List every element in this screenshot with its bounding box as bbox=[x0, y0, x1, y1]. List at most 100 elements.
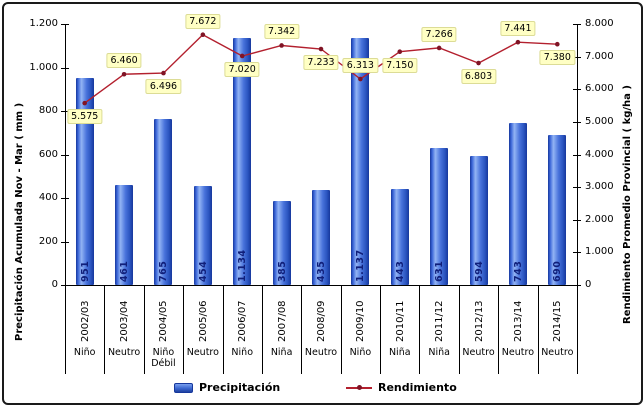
category-year-label: 2014/15 bbox=[552, 300, 564, 342]
category-year-label: 2004/05 bbox=[158, 300, 170, 342]
bar-value-label: 951 bbox=[79, 260, 91, 282]
line-value-label: 6.803 bbox=[460, 69, 497, 85]
bar-value-label: 454 bbox=[197, 260, 209, 282]
bar-value-label: 594 bbox=[473, 260, 485, 282]
bar-value-label: 743 bbox=[512, 260, 524, 282]
category-separator bbox=[104, 286, 106, 374]
legend-item-precipitacion: Precipitación bbox=[174, 381, 280, 394]
category-phase-label: Neutro bbox=[462, 347, 495, 358]
right-axis-tick bbox=[573, 89, 581, 91]
category-separator bbox=[222, 286, 224, 374]
rendimiento-line-icon bbox=[346, 383, 372, 392]
category-separator bbox=[577, 286, 578, 374]
right-axis-tick bbox=[573, 187, 581, 189]
right-axis-tick-label: 8.000 bbox=[585, 18, 614, 29]
category-year-label: 2011/12 bbox=[434, 300, 446, 342]
category-year-label: 2009/10 bbox=[355, 300, 367, 342]
left-axis-tick-label: 1.000 bbox=[29, 61, 58, 73]
rendimiento-marker bbox=[476, 60, 481, 66]
category-year-label: 2007/08 bbox=[276, 300, 288, 342]
right-axis-tick-label: 5.000 bbox=[585, 115, 614, 127]
bar-precipitacion bbox=[312, 190, 330, 285]
legend-label-precipitacion: Precipitación bbox=[199, 381, 281, 394]
category-year-label: 2002/03 bbox=[79, 300, 91, 342]
rendimiento-marker bbox=[279, 43, 284, 48]
bar-precipitacion bbox=[154, 118, 173, 285]
bar-value-label: 690 bbox=[552, 260, 564, 282]
bar-value-label: 443 bbox=[394, 260, 406, 282]
category-separator bbox=[340, 286, 342, 374]
category-phase-label: Neutro bbox=[501, 347, 535, 358]
bar-precipitacion bbox=[508, 123, 527, 285]
line-value-label: 7.380 bbox=[539, 50, 575, 66]
rendimiento-marker bbox=[121, 71, 127, 77]
category-phase-label: Niño Débil bbox=[151, 347, 176, 370]
category-phase-label: Niña bbox=[428, 347, 450, 358]
left-axis-tick bbox=[61, 67, 69, 69]
bar-value-label: 765 bbox=[158, 260, 170, 282]
right-axis-tick-label: 2.000 bbox=[585, 213, 614, 225]
right-axis-tick-label: 7.000 bbox=[585, 50, 614, 62]
left-axis-tick-label: 0 bbox=[51, 279, 58, 290]
legend-item-rendimiento: Rendimiento bbox=[346, 381, 457, 394]
line-value-label: 6.460 bbox=[106, 53, 142, 69]
category-year-label: 2006/07 bbox=[237, 300, 249, 342]
bar-precipitacion bbox=[115, 184, 134, 285]
right-axis-tick bbox=[573, 252, 581, 254]
rendimiento-marker bbox=[555, 41, 560, 47]
category-separator bbox=[537, 286, 539, 374]
line-value-label: 7.233 bbox=[303, 55, 339, 71]
category-year-label: 2003/04 bbox=[119, 300, 131, 342]
line-value-label: 7.150 bbox=[382, 57, 418, 73]
category-separator bbox=[301, 286, 303, 374]
category-phase-label: Neutro bbox=[107, 347, 141, 358]
left-axis-tick-label: 800 bbox=[38, 105, 58, 116]
x-axis-line bbox=[65, 285, 578, 286]
category-phase-label: Neutro bbox=[304, 347, 338, 358]
left-axis-tick bbox=[61, 198, 69, 199]
category-year-label: 2013/14 bbox=[512, 300, 524, 342]
category-phase-label: Neutro bbox=[186, 347, 219, 358]
category-separator bbox=[65, 286, 66, 374]
line-value-label: 7.672 bbox=[185, 13, 221, 29]
category-phase-label: Niño bbox=[73, 347, 96, 358]
rendimiento-marker bbox=[161, 70, 166, 76]
left-axis-tick bbox=[61, 24, 69, 25]
line-value-label: 6.496 bbox=[145, 79, 182, 95]
right-axis-tick bbox=[573, 121, 581, 123]
left-axis-tick bbox=[61, 154, 69, 156]
bar-value-label: 435 bbox=[316, 260, 327, 282]
right-axis-tick-label: 4.000 bbox=[585, 148, 614, 160]
line-value-label: 7.266 bbox=[421, 26, 457, 42]
precipitacion-swatch-icon bbox=[174, 382, 193, 393]
category-phase-label: Neutro bbox=[541, 347, 574, 358]
bar-precipitacion bbox=[75, 78, 94, 285]
category-separator bbox=[419, 286, 421, 374]
line-value-label: 7.020 bbox=[224, 61, 260, 77]
right-axis-tick bbox=[573, 24, 581, 25]
category-year-label: 2010/11 bbox=[394, 300, 406, 342]
bar-precipitacion bbox=[430, 147, 449, 285]
left-axis-tick-label: 200 bbox=[38, 235, 58, 247]
right-axis-tick-label: 6.000 bbox=[585, 83, 614, 95]
line-value-label: 7.342 bbox=[264, 24, 300, 40]
right-axis-tick-label: 0 bbox=[585, 279, 592, 290]
bar-precipitacion bbox=[548, 134, 567, 285]
category-separator bbox=[380, 286, 382, 374]
category-year-label: 2008/09 bbox=[316, 300, 327, 342]
left-axis-tick-label: 600 bbox=[38, 148, 58, 160]
bar-precipitacion bbox=[390, 188, 409, 285]
line-value-label: 6.313 bbox=[342, 58, 378, 74]
right-axis-tick bbox=[573, 56, 581, 58]
bar-value-label: 461 bbox=[119, 260, 131, 282]
rendimiento-marker bbox=[200, 32, 206, 38]
bar-precipitacion bbox=[193, 186, 212, 285]
left-axis-tick-label: 400 bbox=[38, 192, 58, 203]
rendimiento-marker bbox=[436, 45, 442, 51]
left-axis-tick-label: 1.200 bbox=[29, 18, 58, 29]
category-separator bbox=[183, 286, 185, 374]
category-separator bbox=[261, 286, 263, 374]
bar-value-label: 1.134 bbox=[237, 249, 249, 282]
bar-value-label: 631 bbox=[434, 260, 446, 282]
